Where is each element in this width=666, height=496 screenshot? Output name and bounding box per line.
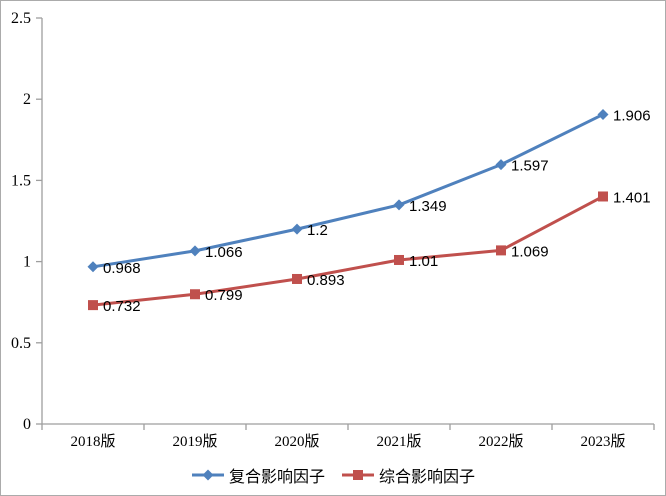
legend-label: 综合影响因子 <box>379 469 476 486</box>
svg-text:2023版: 2023版 <box>580 433 625 450</box>
svg-text:1.597: 1.597 <box>511 158 549 175</box>
svg-text:0.893: 0.893 <box>307 272 345 289</box>
svg-text:2: 2 <box>23 91 31 108</box>
svg-text:1.349: 1.349 <box>409 198 447 215</box>
svg-text:1.01: 1.01 <box>409 253 438 270</box>
svg-text:2018版: 2018版 <box>70 433 115 450</box>
svg-text:2019版: 2019版 <box>172 433 217 450</box>
svg-text:1.066: 1.066 <box>205 244 243 261</box>
svg-text:0.968: 0.968 <box>103 260 141 277</box>
chart-legend: 复合影响因子 综合影响因子 <box>1 463 665 487</box>
svg-text:1.069: 1.069 <box>511 243 549 260</box>
legend-item-comprehensive-impact-factor: 综合影响因子 <box>341 463 475 487</box>
svg-text:1.401: 1.401 <box>613 189 651 206</box>
svg-text:1.906: 1.906 <box>613 107 651 124</box>
legend-marker-square-icon <box>342 470 374 480</box>
svg-text:2.5: 2.5 <box>11 10 31 27</box>
svg-text:2022版: 2022版 <box>478 433 523 450</box>
svg-text:2021版: 2021版 <box>376 433 421 450</box>
svg-text:2020版: 2020版 <box>274 433 319 450</box>
legend-label: 复合影响因子 <box>228 469 325 486</box>
legend-item-composite-impact-factor: 复合影响因子 <box>191 463 325 487</box>
svg-text:0.799: 0.799 <box>205 287 243 304</box>
svg-text:0: 0 <box>23 416 31 433</box>
legend-marker-diamond-icon <box>191 469 224 481</box>
svg-text:1.2: 1.2 <box>307 222 328 239</box>
svg-text:1: 1 <box>23 254 31 271</box>
svg-text:0.5: 0.5 <box>11 335 31 352</box>
svg-text:0.732: 0.732 <box>103 298 141 315</box>
svg-text:1.5: 1.5 <box>11 172 31 189</box>
